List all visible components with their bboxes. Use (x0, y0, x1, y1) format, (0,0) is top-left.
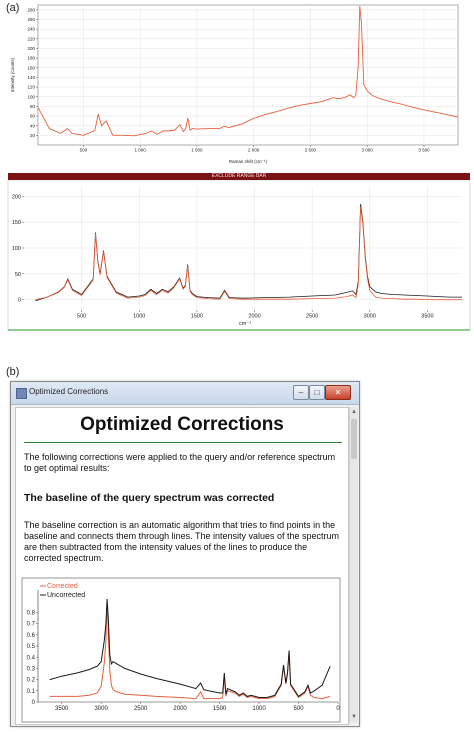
x-tick-label: 3 000 (362, 148, 374, 153)
x-tick-label: 2500 (134, 706, 148, 712)
series-line-1 (37, 5, 459, 137)
chart-overlay-xlabel: cm⁻¹ (239, 321, 251, 327)
chart-raw-xlabel: Raman shift (cm⁻¹) (229, 159, 268, 164)
x-tick-label: 1000 (133, 314, 145, 320)
y-tick-label: 220 (27, 36, 35, 41)
y-tick-label: 140 (27, 75, 35, 80)
y-tick-label: 0 (32, 700, 36, 706)
y-tick-label: 80 (30, 104, 36, 109)
y-tick-label: 240 (27, 27, 35, 32)
x-tick-label: 500 (77, 314, 86, 320)
y-tick-label: 100 (12, 246, 21, 252)
y-tick-label: 0 (18, 298, 21, 304)
y-tick-label: 0.8 (27, 611, 36, 617)
section-heading: The baseline of the query spectrum was c… (24, 492, 275, 504)
y-tick-label: 20 (30, 133, 36, 138)
window-titlebar[interactable]: Optimized Corrections – □ ✕ (11, 382, 359, 405)
scroll-thumb[interactable] (351, 419, 357, 459)
x-tick-label: 3500 (55, 706, 69, 712)
chart-raw-plot-area (37, 4, 459, 146)
y-tick-label: 160 (27, 65, 35, 70)
y-tick-label: 260 (27, 17, 35, 22)
title-divider (24, 442, 342, 443)
intro-text: The following corrections were applied t… (24, 452, 336, 473)
y-tick-label: 200 (12, 194, 21, 200)
minimize-button[interactable]: – (293, 385, 309, 400)
y-tick-label: 120 (27, 85, 35, 90)
y-tick-label: 40 (30, 123, 36, 128)
exclude-range-bar[interactable]: EXCLUDE RANGE BAR (8, 173, 470, 180)
x-tick-label: 2 500 (305, 148, 317, 153)
y-tick-label: 60 (30, 114, 36, 119)
y-tick-label: 0.6 (27, 633, 36, 639)
y-tick-label: 0.1 (27, 689, 36, 695)
exclude-range-bar-fill (8, 173, 470, 180)
x-tick-label: 3000 (94, 706, 108, 712)
chart-raw-ylabel: Intensity (counts) (10, 57, 15, 92)
chart-correction-frame (21, 577, 341, 723)
x-tick-label: 1500 (213, 706, 227, 712)
panel-b-label: (b) (6, 366, 20, 378)
x-tick-label: 2000 (173, 706, 187, 712)
series-line-2 (35, 206, 462, 301)
chart-correction: 0 0.1 0.2 0.3 0.4 0.5 0.6 0.7 0.8 3500 3000 2500 20… (21, 577, 341, 723)
y-tick-label: 150 (12, 220, 21, 226)
optimized-corrections-window: Optimized Corrections – □ ✕ Optimized Co… (10, 381, 360, 727)
x-tick-label: 1 000 (135, 148, 147, 153)
chart-overlay-frame (7, 180, 471, 331)
y-tick-label: 0.7 (27, 622, 36, 628)
x-tick-label: 3500 (421, 314, 433, 320)
x-tick-label: 2000 (248, 314, 260, 320)
chart-overlay-spectrum: 0 50 100 150 200 500 1000 1500 2000 2500 3000 3500… (7, 180, 471, 331)
page-title: Optimized Corrections (80, 414, 284, 435)
legend-uncorrected: Uncorrected (47, 592, 85, 599)
y-tick-label: 0.3 (27, 667, 36, 673)
maximize-button[interactable]: □ (309, 385, 325, 400)
y-tick-label: 100 (27, 94, 35, 99)
x-tick-label: 2 000 (248, 148, 260, 153)
description-text: The baseline correction is an automatic … (24, 520, 340, 563)
y-tick-label: 280 (27, 7, 35, 12)
x-tick-label: 0 (336, 706, 340, 712)
y-tick-label: 200 (27, 46, 35, 51)
panel-a-label: (a) (6, 2, 20, 14)
y-tick-label: 180 (27, 56, 35, 61)
scroll-up-icon[interactable]: ▲ (351, 409, 357, 415)
x-tick-label: 3 500 (418, 148, 430, 153)
y-tick-label: 0.2 (27, 678, 36, 684)
x-tick-label: 500 (294, 706, 305, 712)
y-tick-label: 0.5 (27, 644, 36, 650)
x-tick-label: 1000 (252, 706, 266, 712)
window-content: Optimized Corrections The following corr… (15, 407, 349, 725)
close-button[interactable]: ✕ (325, 385, 351, 400)
window-title: Optimized Corrections (29, 387, 109, 396)
x-tick-label: 500 (80, 148, 88, 153)
x-tick-label: 1500 (191, 314, 203, 320)
scroll-down-icon[interactable]: ▼ (351, 714, 357, 720)
series-line-2 (49, 598, 331, 698)
chart-raw-spectrum: 20 40 60 80 100 120 140 160 180 200 220 240 260 280 5… (10, 4, 459, 164)
x-tick-label: 1 500 (191, 148, 203, 153)
exclude-range-bar-label: EXCLUDE RANGE BAR (211, 173, 267, 179)
y-tick-label: 50 (15, 272, 21, 278)
y-tick-label: 0.4 (27, 655, 36, 661)
x-tick-label: 2500 (306, 314, 318, 320)
chart-legend: Corrected Uncorrected (40, 583, 85, 599)
app-icon (16, 388, 27, 399)
x-tick-label: 3000 (364, 314, 376, 320)
legend-corrected: Corrected (47, 583, 78, 590)
vertical-scrollbar[interactable]: ▲ ▼ (349, 407, 358, 723)
